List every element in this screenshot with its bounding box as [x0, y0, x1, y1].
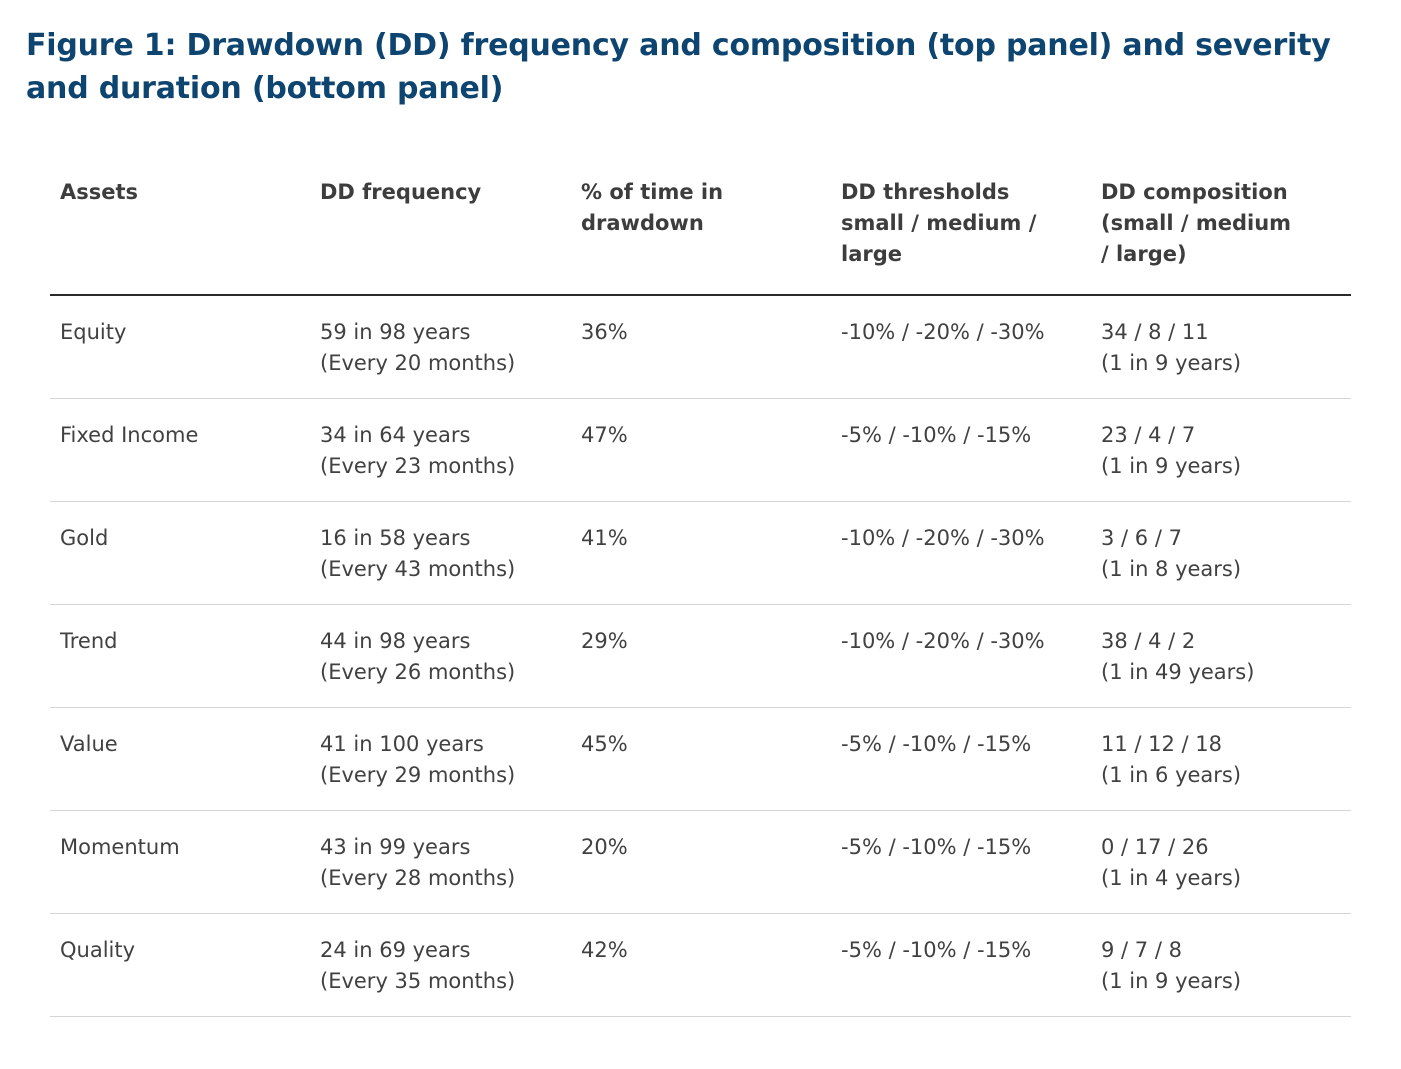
asset-cell: Value [50, 707, 310, 811]
asset-cell: Trend [50, 604, 310, 708]
table-row: Value 41 in 100 years (Every 29 months) … [50, 707, 1351, 811]
header-dd-thresholds: DD thresholds small / medium / large [831, 175, 1091, 296]
frequency-cell: 43 in 99 years (Every 28 months) [310, 810, 571, 914]
thresholds-cell: -5% / -10% / -15% [831, 913, 1091, 1017]
header-time-in-drawdown: % of time in drawdown [571, 175, 831, 296]
table-row: Quality 24 in 69 years (Every 35 months)… [50, 913, 1351, 1017]
frequency-cell: 41 in 100 years (Every 29 months) [310, 707, 571, 811]
asset-cell: Quality [50, 913, 310, 1017]
time-in-dd-cell: 41% [571, 501, 831, 605]
thresholds-cell: -10% / -20% / -30% [831, 604, 1091, 708]
table-row: Fixed Income 34 in 64 years (Every 23 mo… [50, 398, 1351, 502]
composition-cell: 34 / 8 / 11 (1 in 9 years) [1091, 295, 1351, 399]
asset-cell: Equity [50, 295, 310, 399]
time-in-dd-cell: 20% [571, 810, 831, 914]
frequency-cell: 24 in 69 years (Every 35 months) [310, 913, 571, 1017]
composition-cell: 38 / 4 / 2 (1 in 49 years) [1091, 604, 1351, 708]
frequency-cell: 34 in 64 years (Every 23 months) [310, 398, 571, 502]
thresholds-cell: -10% / -20% / -30% [831, 295, 1091, 399]
asset-cell: Gold [50, 501, 310, 605]
header-dd-composition: DD composition (small / medium / large) [1091, 175, 1351, 296]
composition-cell: 3 / 6 / 7 (1 in 8 years) [1091, 501, 1351, 605]
time-in-dd-cell: 45% [571, 707, 831, 811]
thresholds-cell: -5% / -10% / -15% [831, 398, 1091, 502]
thresholds-cell: -5% / -10% / -15% [831, 707, 1091, 811]
composition-cell: 11 / 12 / 18 (1 in 6 years) [1091, 707, 1351, 811]
time-in-dd-cell: 47% [571, 398, 831, 502]
header-assets: Assets [50, 175, 310, 296]
time-in-dd-cell: 29% [571, 604, 831, 708]
header-row: Assets DD frequency % of time in drawdow… [50, 175, 1351, 296]
header-dd-frequency: DD frequency [310, 175, 571, 296]
figure-title: Figure 1: Drawdown (DD) frequency and co… [26, 28, 1331, 106]
frequency-cell: 16 in 58 years (Every 43 months) [310, 501, 571, 605]
asset-cell: Momentum [50, 810, 310, 914]
time-in-dd-cell: 42% [571, 913, 831, 1017]
table-row: Equity 59 in 98 years (Every 20 months) … [50, 295, 1351, 399]
drawdown-table: Assets DD frequency % of time in drawdow… [50, 175, 1351, 1017]
composition-cell: 9 / 7 / 8 (1 in 9 years) [1091, 913, 1351, 1017]
table-row: Gold 16 in 58 years (Every 43 months) 41… [50, 501, 1351, 605]
frequency-cell: 59 in 98 years (Every 20 months) [310, 295, 571, 399]
thresholds-cell: -10% / -20% / -30% [831, 501, 1091, 605]
frequency-cell: 44 in 98 years (Every 26 months) [310, 604, 571, 708]
table-row: Momentum 43 in 99 years (Every 28 months… [50, 810, 1351, 914]
table-row: Trend 44 in 98 years (Every 26 months) 2… [50, 604, 1351, 708]
composition-cell: 23 / 4 / 7 (1 in 9 years) [1091, 398, 1351, 502]
time-in-dd-cell: 36% [571, 295, 831, 399]
asset-cell: Fixed Income [50, 398, 310, 502]
composition-cell: 0 / 17 / 26 (1 in 4 years) [1091, 810, 1351, 914]
thresholds-cell: -5% / -10% / -15% [831, 810, 1091, 914]
